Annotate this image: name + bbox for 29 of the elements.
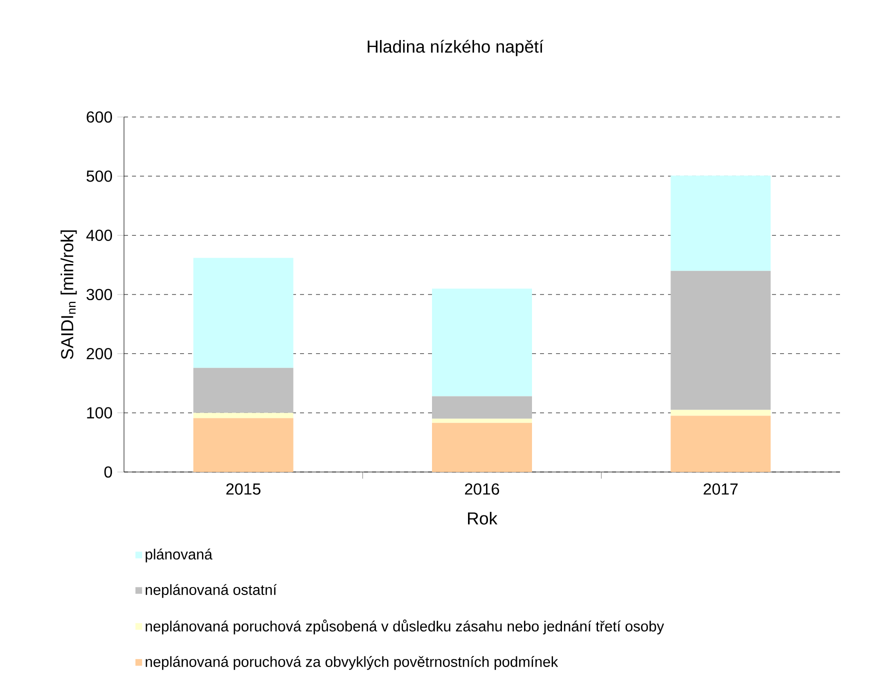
legend-label: neplánovaná poruchová způsobená v důsledku zásahu nebo jednání třetí osoby: [146, 620, 664, 634]
bar: [670, 410, 771, 416]
y-tick-label: 200: [86, 348, 112, 360]
bar: [432, 422, 532, 472]
bar: [670, 270, 771, 410]
y-tick-label: 500: [86, 170, 112, 182]
legend-label: neplánovaná ostatní: [146, 584, 277, 598]
bar: [193, 258, 294, 368]
y-tick-label: 300: [86, 288, 112, 300]
y-axis-title: SAIDI$_{nn}$ [min/rok]: [60, 230, 77, 360]
x-tick-label: 2016: [465, 483, 500, 495]
bar: [193, 418, 294, 472]
legend-label: neplánovaná poruchová za obvyklých povětrnostních podmínek: [146, 656, 558, 670]
bar: [432, 396, 532, 419]
y-tick-label: 400: [86, 230, 112, 241]
y-tick-label: 0: [104, 466, 112, 478]
x-tick-label: 2015: [226, 483, 260, 495]
x-axis-title: Rok: [468, 512, 498, 525]
bar: [193, 368, 294, 413]
bar: [670, 416, 771, 472]
bar: [670, 176, 771, 271]
bar: [432, 418, 532, 423]
bar: [432, 288, 532, 396]
bar: [193, 412, 294, 418]
chart-title: Hladina nízkého napětí: [368, 40, 544, 56]
legend-label: plánovaná: [146, 548, 212, 562]
y-tick-label: 100: [87, 407, 112, 418]
x-tick-label: 2017: [704, 483, 738, 495]
y-tick-label: 600: [86, 111, 112, 123]
